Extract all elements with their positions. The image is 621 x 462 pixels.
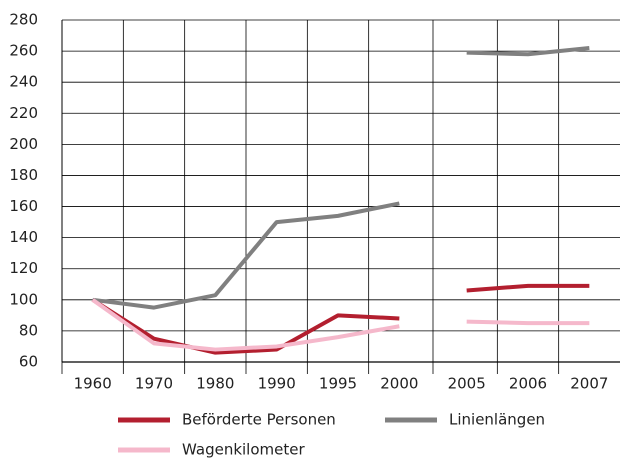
y-tick-label: 220 [9, 104, 38, 122]
y-tick-label: 280 [9, 11, 38, 29]
y-tick-label: 120 [9, 259, 38, 277]
y-tick-label: 200 [9, 135, 38, 153]
y-tick-label: 100 [9, 290, 38, 308]
series-line [91, 283, 590, 355]
x-tick-label: 2006 [509, 375, 547, 393]
y-tick-label: 140 [9, 228, 38, 246]
y-tick-label: 60 [19, 353, 38, 371]
x-tick-label: 1990 [258, 375, 296, 393]
x-tick-label: 2005 [448, 375, 486, 393]
legend-label: Beförderte Personen [182, 411, 336, 429]
series-line [92, 45, 590, 310]
x-tick-label: 1995 [319, 375, 357, 393]
y-tick-label: 160 [9, 197, 38, 215]
y-tick-label: 240 [9, 73, 38, 91]
x-tick-label: 1960 [74, 375, 112, 393]
y-tick-label: 260 [9, 42, 38, 60]
y-tick-label: 80 [19, 321, 38, 339]
x-tick-label: 2000 [380, 375, 418, 393]
series-line [91, 298, 590, 352]
y-tick-label: 180 [9, 166, 38, 184]
x-tick-label: 1970 [135, 375, 173, 393]
x-tick-label: 2007 [570, 375, 608, 393]
legend-label: Linienlängen [449, 411, 545, 429]
x-tick-label: 1980 [196, 375, 234, 393]
legend-label: Wagenkilometer [182, 441, 305, 459]
